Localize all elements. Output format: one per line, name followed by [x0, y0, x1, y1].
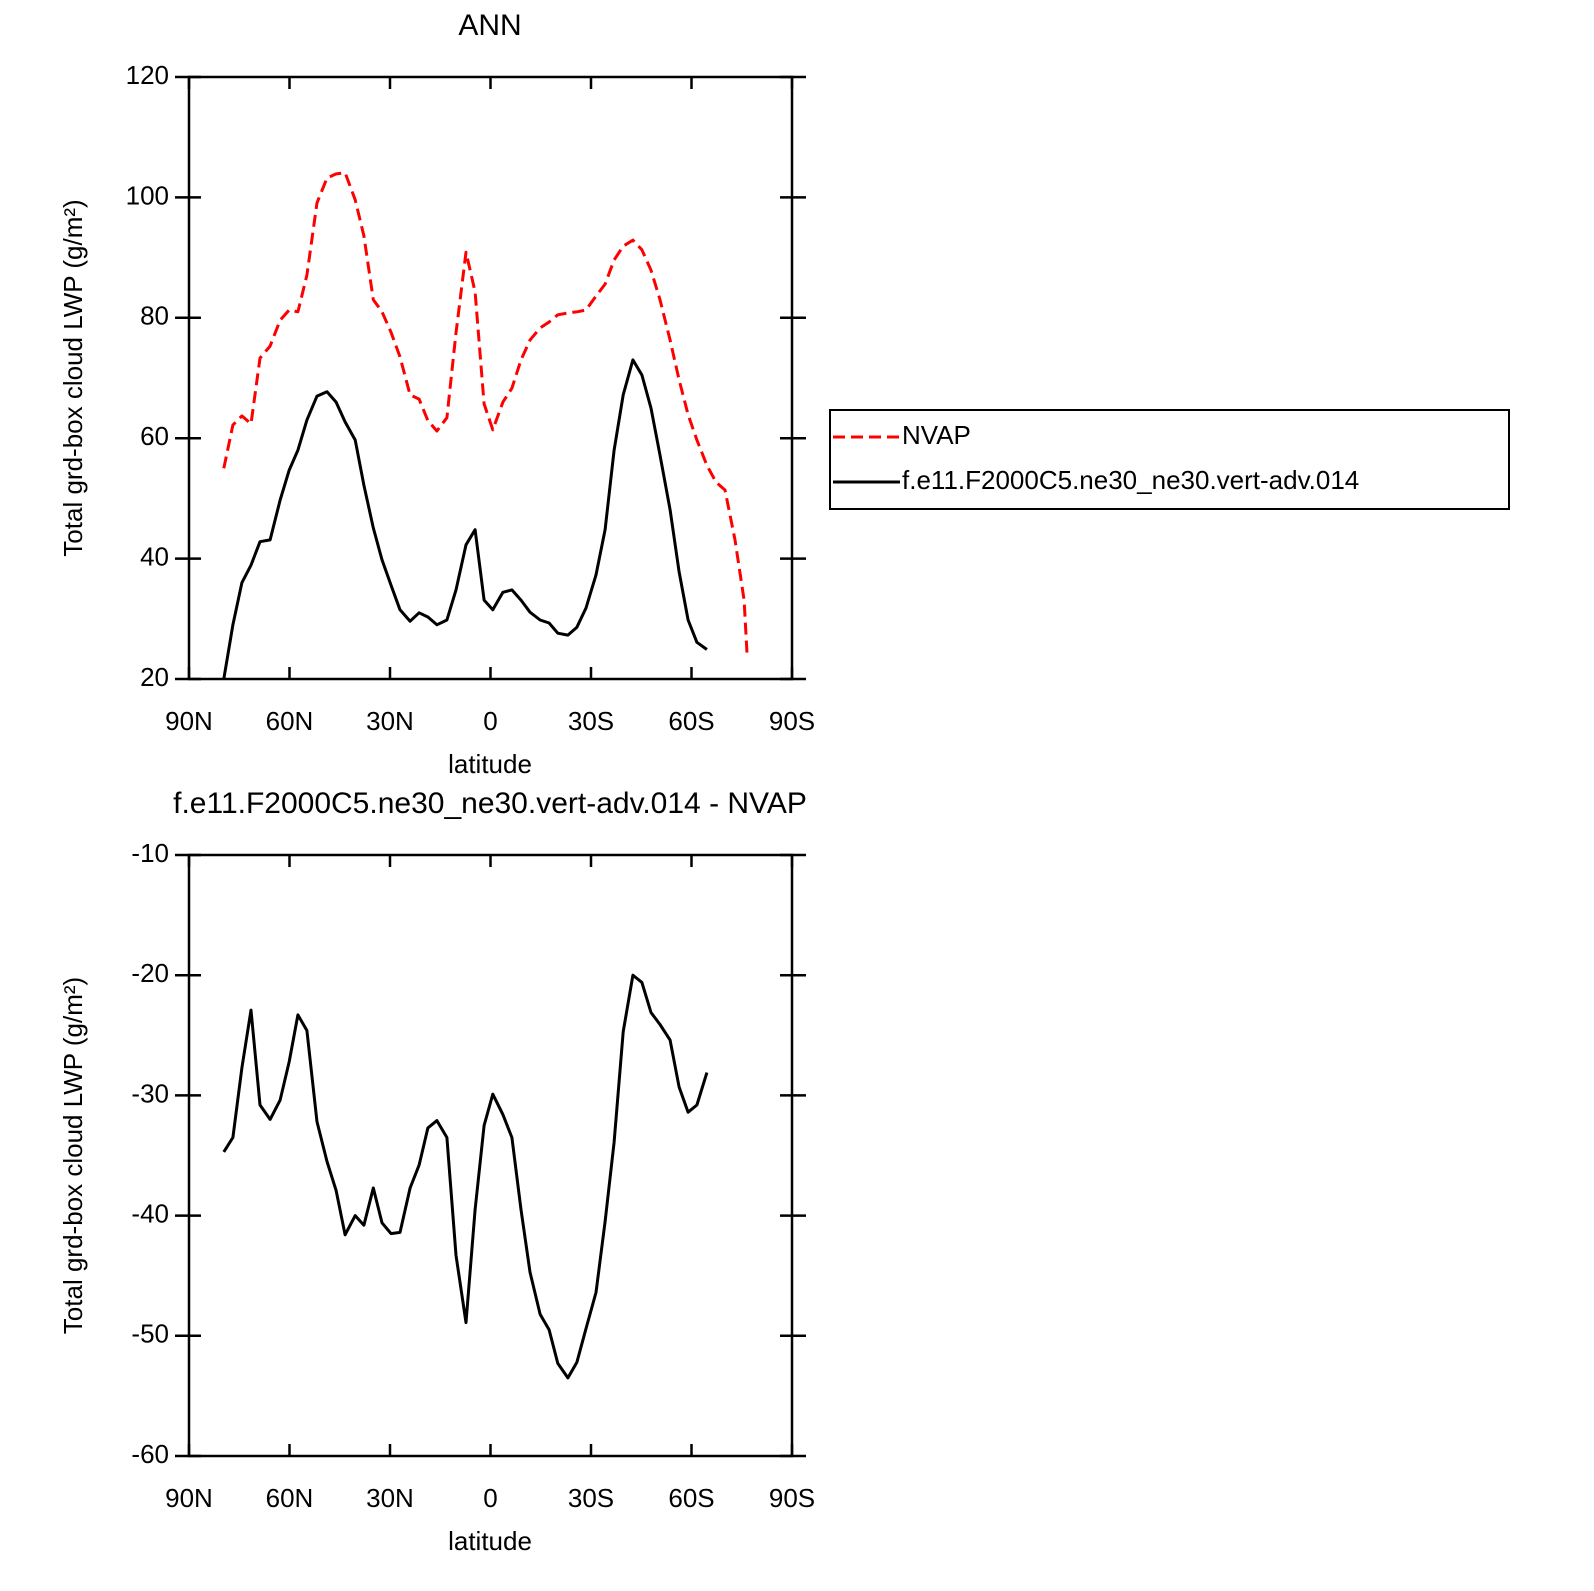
- x-tick-label: 30N: [366, 706, 414, 736]
- x-tick-label: 90N: [165, 706, 213, 736]
- legend-box: [829, 409, 1510, 510]
- plot-frame: [187, 75, 794, 681]
- y-tick-label: 120: [126, 60, 169, 90]
- x-tick-label: 0: [483, 1483, 497, 1513]
- chart-title: f.e11.F2000C5.ne30_ne30.vert-adv.014 - N…: [173, 787, 807, 820]
- y-axis-label: Total grd-box cloud LWP (g/m²): [58, 199, 88, 556]
- y-tick-label: -10: [131, 838, 169, 868]
- y-tick-label: 80: [140, 301, 169, 331]
- x-axis-label: latitude: [448, 749, 532, 779]
- y-tick-label: -40: [131, 1198, 169, 1228]
- y-tick-label: -20: [131, 958, 169, 988]
- data-line: [222, 171, 749, 655]
- y-tick-label: 40: [140, 541, 169, 571]
- x-tick-label: 30S: [568, 1483, 614, 1513]
- data-line: [222, 358, 708, 680]
- y-tick-label: -60: [131, 1439, 169, 1469]
- y-tick-label: 60: [140, 421, 169, 451]
- y-tick-label: -30: [131, 1078, 169, 1108]
- y-tick-label: 20: [140, 662, 169, 692]
- legend-label: NVAP: [902, 420, 971, 450]
- data-line: [222, 973, 709, 1380]
- x-tick-label: 60S: [668, 1483, 714, 1513]
- x-tick-label: 60S: [668, 706, 714, 736]
- y-tick-label: -50: [131, 1319, 169, 1349]
- x-tick-label: 90S: [769, 1483, 815, 1513]
- x-tick-label: 30N: [366, 1483, 414, 1513]
- x-axis-label: latitude: [448, 1526, 532, 1556]
- x-tick-label: 90S: [769, 706, 815, 736]
- x-tick-label: 0: [483, 706, 497, 736]
- y-axis-label: Total grd-box cloud LWP (g/m²): [58, 977, 88, 1334]
- y-tick-label: 100: [126, 180, 169, 210]
- legend-label: f.e11.F2000C5.ne30_ne30.vert-adv.014: [902, 465, 1359, 495]
- chart-title: ANN: [458, 9, 521, 42]
- x-tick-label: 60N: [266, 1483, 314, 1513]
- x-tick-label: 90N: [165, 1483, 213, 1513]
- plot-frame: [187, 853, 794, 1458]
- x-tick-label: 30S: [568, 706, 614, 736]
- x-tick-label: 60N: [266, 706, 314, 736]
